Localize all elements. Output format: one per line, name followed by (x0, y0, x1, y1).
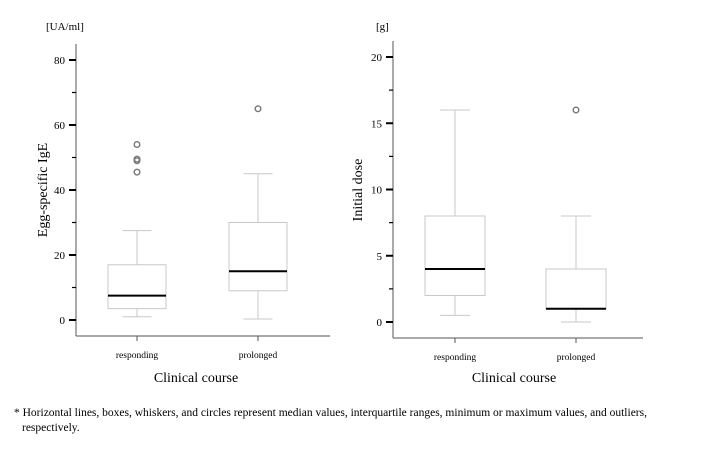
outlier-point (133, 140, 141, 148)
iqr-box (228, 222, 288, 292)
iqr-box (545, 268, 607, 310)
y-tick-label: 20 (54, 250, 66, 262)
outlier-point (572, 106, 580, 114)
iqr-box (107, 264, 167, 310)
chart-2: 0 5 10 15 20 [g] Initial dose Clinical course re… (351, 21, 643, 386)
x-tick-label: prolonged (239, 351, 278, 361)
footnote-line-1: * Horizontal lines, boxes, whiskers, and… (14, 407, 647, 419)
outlier-point (254, 105, 262, 113)
x-tick-label: responding (116, 351, 158, 361)
charts-canvas: 0 20 40 60 80 [UA/ml] Egg-specific IgE Clinical… (36, 21, 643, 386)
x-axis-title: Clinical course (154, 371, 238, 386)
y-tick-label: 10 (371, 185, 383, 197)
y-tick-label: 15 (371, 118, 383, 130)
y-tick-label: 5 (377, 251, 383, 263)
x-tick-label: responding (434, 353, 476, 363)
y-unit-label: [g] (376, 21, 389, 33)
x-tick-label: prolonged (557, 353, 596, 363)
x-axis-title: Clinical course (472, 371, 556, 386)
y-tick-label: 20 (371, 52, 383, 64)
y-axis-title: Egg-specific IgE (36, 143, 51, 237)
footnote: * Horizontal lines, boxes, whiskers, and… (14, 406, 714, 436)
box-prolonged: prolonged (545, 106, 607, 363)
y-tick-label: 0 (377, 317, 383, 329)
box-responding: responding (107, 140, 167, 361)
y-axis-title: Initial dose (351, 159, 366, 222)
chart-1: 0 20 40 60 80 [UA/ml] Egg-specific IgE Clinical… (36, 21, 330, 386)
y-tick-label: 60 (54, 120, 66, 132)
box-prolonged: prolonged (228, 105, 288, 361)
box-responding: responding (424, 109, 486, 363)
outlier-point (133, 168, 141, 176)
iqr-box (424, 215, 486, 296)
y-unit-label: [UA/ml] (46, 21, 84, 33)
y-tick-label: 80 (54, 55, 66, 67)
y-tick-label: 40 (54, 185, 66, 197)
footnote-line-2: respectively. (22, 422, 80, 434)
y-tick-label: 0 (60, 315, 66, 327)
outlier-point (133, 155, 141, 163)
